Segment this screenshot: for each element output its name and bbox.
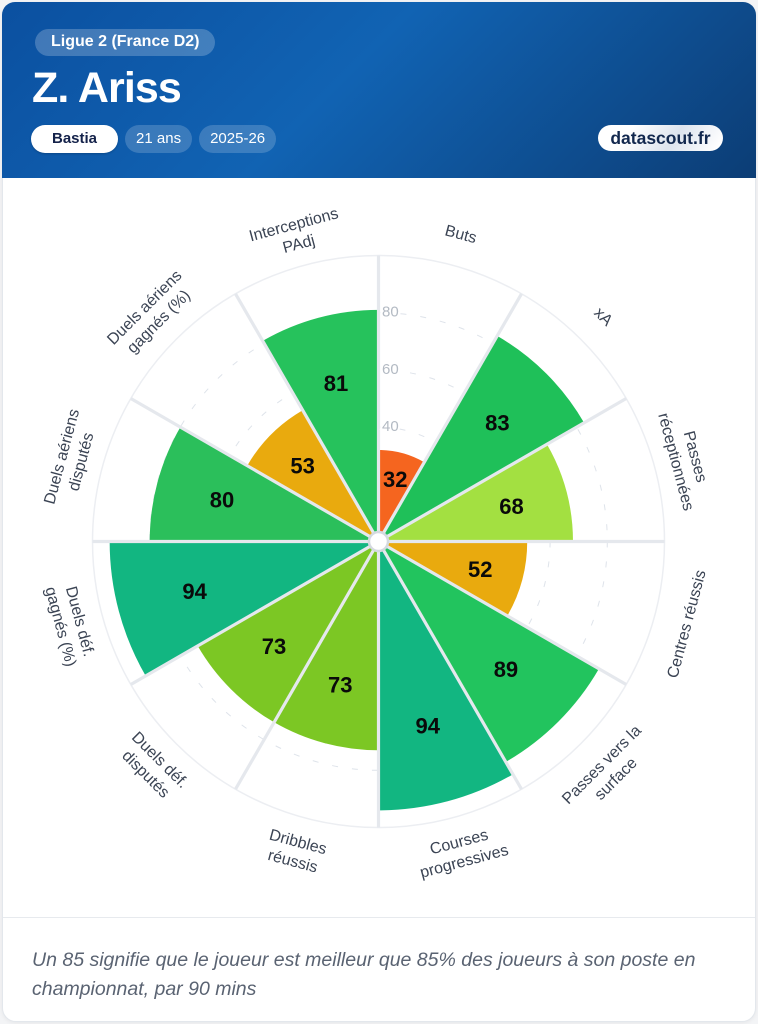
- svg-text:Buts: Buts: [443, 222, 478, 247]
- svg-text:89: 89: [494, 657, 518, 682]
- svg-text:Duels aériensgagnés (%): Duels aériensgagnés (%): [104, 267, 199, 362]
- svg-text:68: 68: [499, 494, 523, 519]
- svg-text:32: 32: [383, 467, 407, 492]
- svg-text:83: 83: [485, 411, 509, 436]
- svg-text:Duels aériensdisputés: Duels aériensdisputés: [41, 407, 102, 511]
- svg-text:80: 80: [382, 304, 399, 321]
- svg-text:xA: xA: [590, 304, 615, 329]
- svg-text:81: 81: [324, 371, 348, 396]
- svg-text:Passesréceptionnées: Passesréceptionnées: [654, 406, 716, 513]
- svg-text:Coursesprogressives: Coursesprogressives: [413, 823, 510, 882]
- svg-text:InterceptionsPAdj: InterceptionsPAdj: [247, 205, 345, 264]
- svg-text:53: 53: [290, 454, 314, 479]
- svg-text:60: 60: [382, 361, 399, 378]
- svg-text:40: 40: [382, 418, 399, 435]
- svg-text:Passes vers lasurface: Passes vers lasurface: [559, 722, 659, 822]
- svg-text:73: 73: [262, 634, 286, 659]
- svg-text:Duels déf.gagnés (%): Duels déf.gagnés (%): [41, 580, 98, 669]
- svg-text:Duels déf.disputés: Duels déf.disputés: [114, 729, 191, 806]
- svg-text:94: 94: [182, 579, 207, 604]
- svg-text:Centres réussis: Centres réussis: [665, 568, 710, 680]
- svg-text:80: 80: [210, 488, 234, 513]
- svg-text:94: 94: [416, 713, 441, 738]
- svg-text:73: 73: [328, 672, 352, 697]
- svg-text:Dribblesréussis: Dribblesréussis: [262, 827, 328, 878]
- svg-text:52: 52: [468, 557, 492, 582]
